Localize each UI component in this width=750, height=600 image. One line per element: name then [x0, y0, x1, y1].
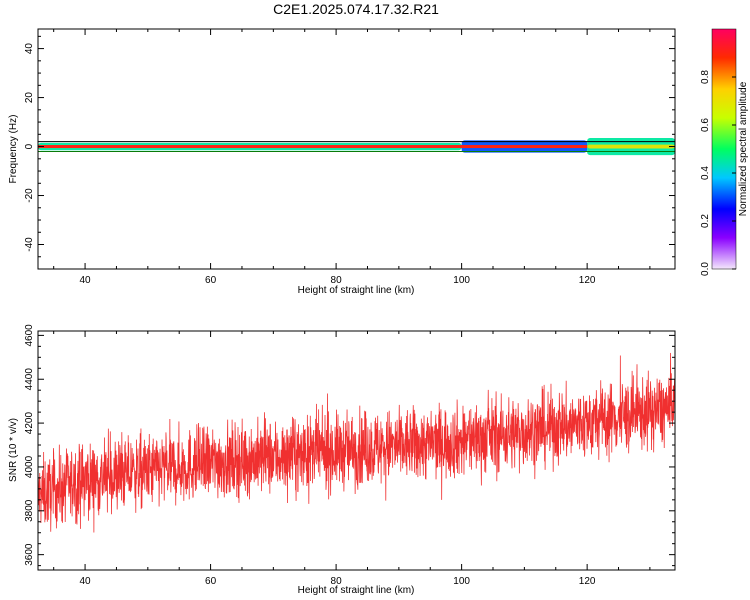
x-tick-label: 80	[331, 576, 343, 587]
colorbar: 0.0 0.2 0.4 0.6 0.8 Normalized spectral ampl…	[700, 28, 749, 276]
spectrogram-frame	[37, 28, 676, 270]
figure-title: C2E1.2025.074.17.32.R21	[273, 1, 439, 17]
x-tick-label: 60	[205, 275, 217, 286]
x-tick-label: 60	[205, 576, 217, 587]
y-tick-label: 40	[24, 43, 35, 55]
colorbar-label: Normalized spectral amplitude	[738, 81, 749, 216]
y-tick-label: 20	[24, 92, 35, 104]
snr-xlabel: Height of straight line (km)	[298, 585, 415, 596]
spectral-band	[587, 144, 675, 149]
colorbar-ticks: 0.0 0.2 0.4 0.6 0.8	[700, 70, 736, 276]
spectrogram-image	[38, 137, 675, 156]
y-tick-label: 4600	[24, 324, 35, 347]
x-tick-label: 120	[579, 576, 596, 587]
snr-line	[38, 352, 675, 533]
spectral-core	[38, 145, 588, 149]
y-tick-label: -40	[24, 237, 35, 252]
spectrogram-xlabel: Height of straight line (km)	[298, 285, 415, 296]
y-tick-label: 3600	[24, 543, 35, 566]
colorbar-tick-label: 0.6	[700, 118, 711, 132]
snr-frame	[37, 330, 676, 571]
colorbar-tick-label: 0.2	[700, 214, 711, 228]
colorbar-gradient	[711, 28, 737, 270]
colorbar-tick-label: 0.8	[700, 70, 711, 84]
spectrogram-ylabel: Frequency (Hz)	[8, 115, 19, 184]
x-tick-label: 40	[80, 275, 92, 286]
y-tick-label: -20	[24, 188, 35, 203]
colorbar-tick-label: 0.0	[700, 262, 711, 276]
snr-ylabel: SNR (10 * v/v)	[8, 418, 19, 482]
y-tick-label: 3800	[24, 499, 35, 522]
y-tick-label: 0	[24, 143, 35, 149]
spectrogram-axes: 40 60 80 100 120 -40 -20 0 20 40	[24, 29, 675, 286]
snr-panel: 40 60 80 100 120 3600 3800 4000 4200 4400 4600 Hei…	[8, 324, 676, 596]
y-tick-label: 4400	[24, 368, 35, 391]
x-tick-label: 100	[453, 275, 470, 286]
x-tick-label: 40	[80, 576, 92, 587]
colorbar-tick-label: 0.4	[700, 166, 711, 180]
spectrogram-panel: 40 60 80 100 120 -40 -20 0 20 40 Height of straig…	[8, 28, 676, 296]
y-tick-label: 4200	[24, 412, 35, 435]
snr-series	[38, 352, 675, 533]
x-tick-label: 100	[453, 576, 470, 587]
x-tick-label: 80	[331, 275, 343, 286]
x-tick-label: 120	[579, 275, 596, 286]
y-tick-label: 4000	[24, 455, 35, 478]
